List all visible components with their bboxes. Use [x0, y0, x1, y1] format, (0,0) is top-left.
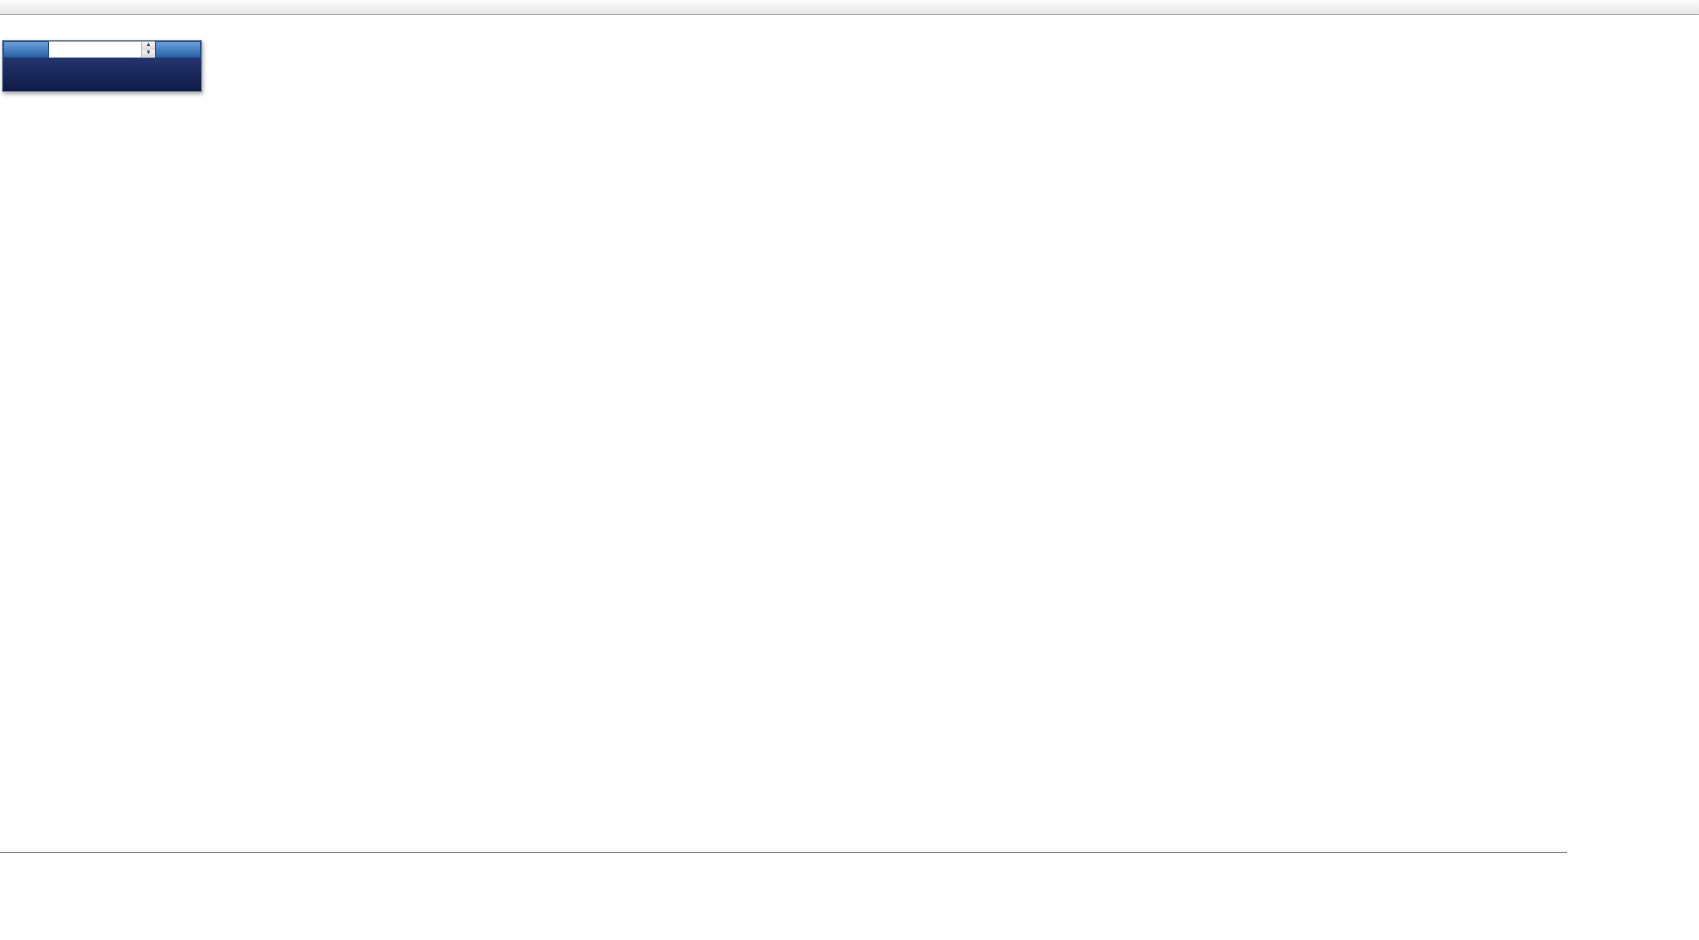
buy-button[interactable]	[155, 41, 201, 58]
volume-stepper[interactable]: ▲ ▼	[141, 42, 155, 57]
sell-button[interactable]	[3, 41, 49, 58]
rsi-indicator-label	[4, 696, 14, 707]
price-quote-row	[3, 58, 201, 91]
volume-field[interactable]: ▲ ▼	[49, 41, 155, 58]
volume-value[interactable]	[49, 42, 141, 57]
volume-up-icon[interactable]: ▲	[142, 42, 155, 50]
sell-price[interactable]	[8, 79, 9, 91]
macd-panel[interactable]	[0, 532, 1567, 692]
trade-controls-row: ▲ ▼	[3, 41, 201, 58]
toolbar	[0, 0, 1699, 15]
macd-indicator-label	[4, 536, 19, 547]
volume-down-icon[interactable]: ▼	[142, 49, 155, 57]
time-axis[interactable]	[0, 852, 1567, 871]
main-chart-panel[interactable]	[0, 16, 1567, 532]
one-click-trading-panel: ▲ ▼	[2, 40, 202, 92]
chart-info-line	[6, 20, 31, 32]
rsi-panel[interactable]	[0, 692, 1567, 852]
buy-price[interactable]	[195, 79, 196, 91]
